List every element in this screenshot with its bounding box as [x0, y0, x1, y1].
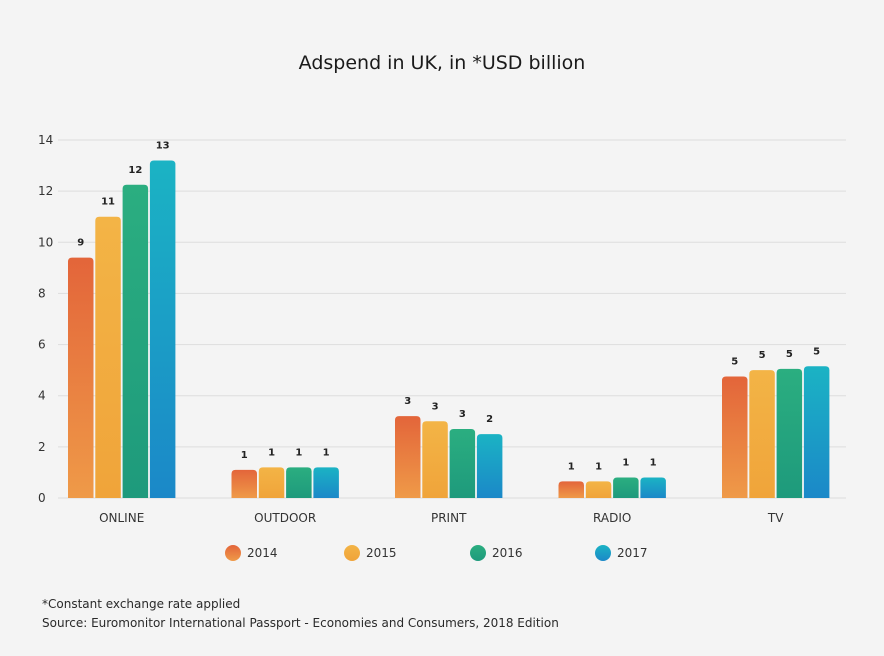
data-label: 1	[323, 447, 330, 458]
data-label: 1	[268, 447, 275, 458]
y-tick-label: 12	[38, 184, 53, 198]
data-label: 1	[622, 458, 629, 469]
y-tick-label: 4	[38, 389, 46, 403]
bar	[313, 467, 339, 498]
bar	[613, 477, 639, 498]
legend-label: 2017	[617, 546, 648, 560]
y-tick-label: 0	[38, 491, 46, 505]
data-label: 5	[813, 346, 820, 357]
legend-swatch	[595, 545, 611, 561]
data-label: 3	[404, 396, 411, 407]
legend-label: 2016	[492, 546, 523, 560]
data-label: 2	[486, 414, 493, 425]
bar	[68, 257, 94, 498]
x-tick-label: RADIO	[593, 511, 631, 525]
data-label: 1	[241, 450, 248, 461]
x-tick-label: ONLINE	[99, 511, 144, 525]
y-tick-label: 14	[38, 133, 53, 147]
bar	[95, 216, 121, 498]
legend-label: 2015	[366, 546, 397, 560]
bar	[803, 366, 830, 498]
data-label: 1	[568, 461, 575, 472]
bar	[558, 481, 584, 498]
bar	[722, 376, 748, 498]
chart-title: Adspend in UK, in *USD billion	[298, 52, 586, 74]
bar	[122, 184, 149, 498]
y-tick-label: 6	[38, 338, 46, 352]
x-tick-label: PRINT	[431, 511, 467, 525]
bar	[749, 370, 775, 498]
x-tick-label: TV	[767, 511, 784, 525]
data-label: 5	[759, 350, 766, 361]
data-label: 13	[156, 140, 170, 151]
data-label: 11	[101, 197, 115, 208]
data-label: 5	[731, 357, 738, 368]
bar	[395, 416, 421, 498]
y-tick-label: 2	[38, 440, 46, 454]
data-label: 9	[77, 238, 84, 249]
bar	[231, 469, 257, 498]
legend-swatch	[344, 545, 360, 561]
data-label: 12	[128, 165, 142, 176]
data-label: 3	[459, 409, 466, 420]
footnote-exchange-rate: *Constant exchange rate applied	[42, 597, 241, 611]
data-label: 1	[595, 461, 602, 472]
bar	[449, 428, 476, 498]
data-label: 3	[432, 401, 439, 412]
bar	[149, 160, 176, 498]
bar	[585, 481, 612, 498]
x-tick-label: OUTDOOR	[254, 511, 316, 525]
bar	[422, 421, 448, 498]
y-tick-label: 10	[38, 235, 53, 249]
bar	[286, 467, 312, 498]
footnote-source: Source: Euromonitor International Passpo…	[42, 616, 559, 630]
data-label: 1	[295, 447, 302, 458]
y-tick-label: 8	[38, 286, 46, 300]
bar	[776, 368, 803, 498]
legend-swatch	[225, 545, 241, 561]
legend-swatch	[470, 545, 486, 561]
legend-label: 2014	[247, 546, 278, 560]
bar	[476, 434, 503, 498]
bar	[640, 477, 666, 498]
data-label: 1	[650, 458, 657, 469]
bar	[258, 467, 285, 498]
data-label: 5	[786, 349, 793, 360]
